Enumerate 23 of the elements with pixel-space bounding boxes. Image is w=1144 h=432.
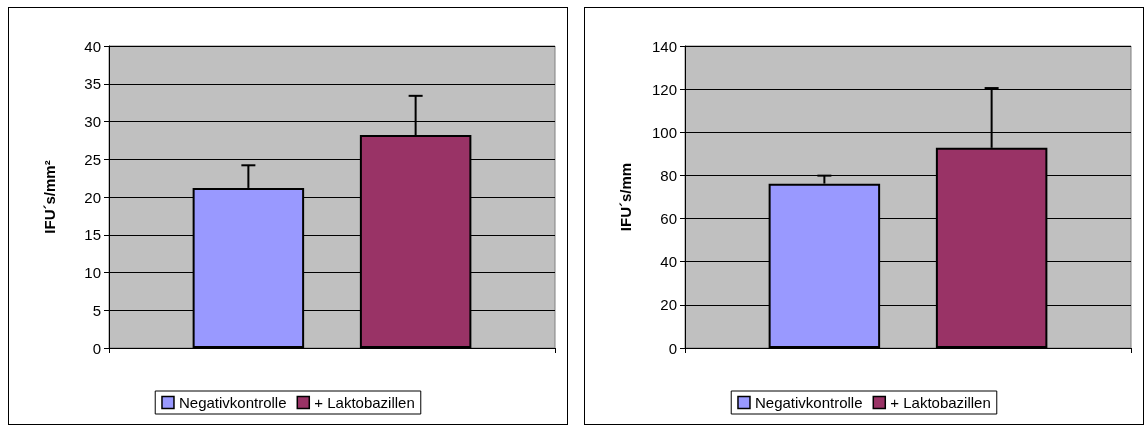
y-tick-label: 5 <box>92 301 101 319</box>
y-tick-label: 0 <box>668 339 677 357</box>
y-tick-label: 80 <box>660 166 677 184</box>
y-tick-label: 15 <box>84 226 101 244</box>
legend-label: Negativkontrolle <box>754 394 863 411</box>
y-tick-label: 140 <box>651 37 677 55</box>
y-tick-label: 120 <box>651 80 677 98</box>
y-tick-label: 20 <box>84 188 101 206</box>
y-tick-label: 40 <box>660 253 677 271</box>
y-tick-label: 40 <box>84 37 101 55</box>
y-tick-label: 10 <box>84 264 101 281</box>
y-axis-title: IFU´s/mm <box>617 162 634 232</box>
y-axis-title: IFU´s/mm² <box>41 160 58 234</box>
y-tick-label: 20 <box>660 296 677 314</box>
y-tick-label: 30 <box>84 113 101 130</box>
y-tick-label: 60 <box>660 210 677 228</box>
y-tick-label: 25 <box>84 150 101 168</box>
legend-label: + Laktobazillen <box>890 394 991 411</box>
y-tick-label: 35 <box>84 75 101 93</box>
legend-label: + Laktobazillen <box>314 394 415 411</box>
y-tick-label: 100 <box>651 123 677 141</box>
legend-label: Negativkontrolle <box>178 394 287 411</box>
y-tick-label: 0 <box>92 339 101 357</box>
